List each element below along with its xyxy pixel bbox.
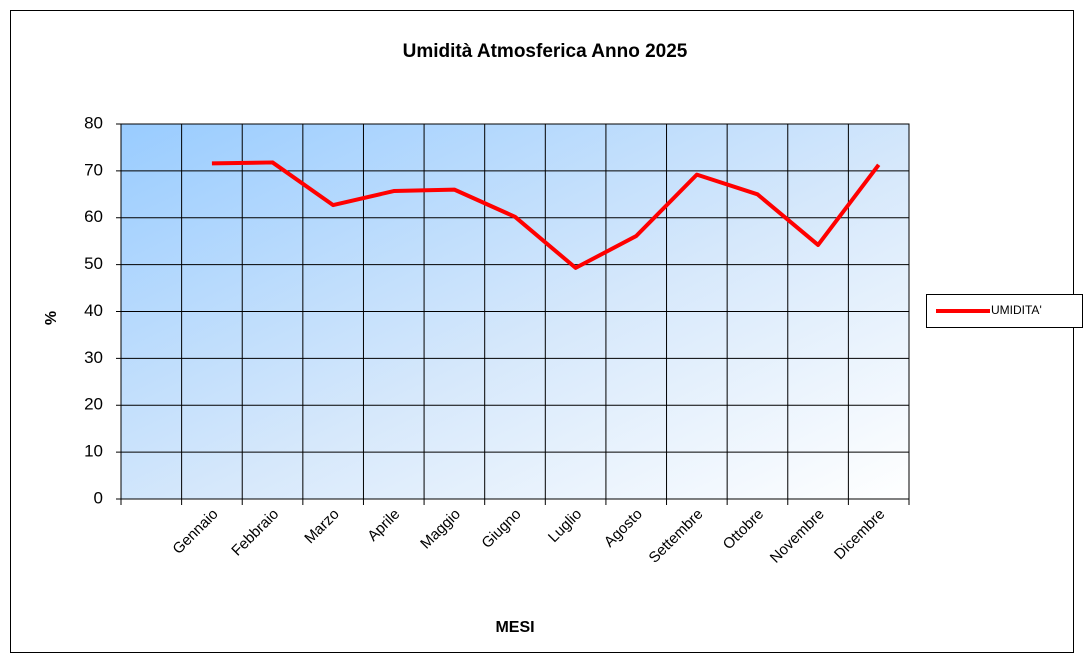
y-tick-label: 50: [84, 254, 103, 273]
y-tick-label: 10: [84, 442, 103, 461]
y-tick-label: 0: [94, 488, 103, 507]
chart-title: Umidità Atmosferica Anno 2025: [403, 41, 688, 62]
line-series: [211, 160, 881, 270]
y-tick-label: 40: [84, 301, 103, 320]
legend-label: UMIDITA': [991, 303, 1042, 317]
x-axis-label: MESI: [495, 619, 534, 636]
y-tick-label: 80: [84, 113, 103, 132]
y-tick-label: 60: [84, 207, 103, 226]
y-tick-label: 70: [84, 160, 103, 179]
y-tick-label: 20: [84, 395, 103, 414]
y-tick-label: 30: [84, 348, 103, 367]
y-axis-label: %: [43, 311, 60, 325]
